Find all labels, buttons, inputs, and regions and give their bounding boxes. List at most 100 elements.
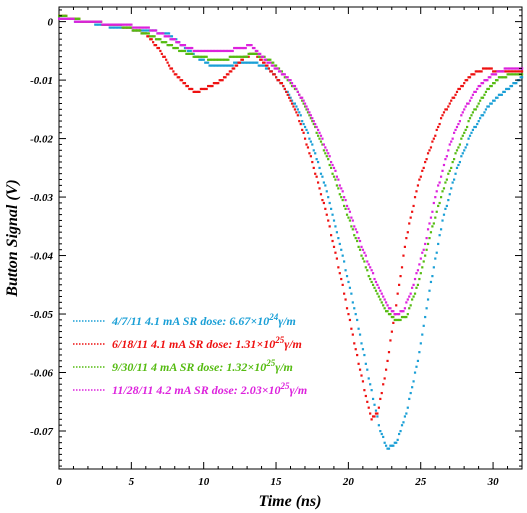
series-1-point: [402, 421, 405, 424]
series-1-point: [383, 441, 386, 444]
series-2-point: [411, 210, 414, 213]
series-2-point: [202, 87, 205, 91]
series-1-point: [108, 26, 111, 29]
series-1-point: [356, 318, 359, 322]
series-1-point: [380, 432, 383, 436]
series-4-point: [389, 307, 392, 310]
series-1-point: [338, 242, 341, 246]
series-2-point: [503, 70, 506, 73]
series-4-point: [437, 184, 440, 187]
series-2-point: [442, 111, 446, 114]
series-4-point: [332, 166, 336, 170]
series-3-point: [370, 280, 373, 284]
series-4-point: [403, 307, 406, 310]
series-2-point: [447, 105, 450, 108]
series-4-point: [153, 29, 156, 32]
series-3-point: [473, 108, 476, 111]
series-2-point: [228, 70, 231, 73]
series-4-point: [227, 49, 230, 53]
series-4-point: [476, 87, 479, 91]
series-2-point: [371, 415, 375, 418]
series-4-point: [221, 49, 224, 53]
series-2-point: [513, 70, 516, 73]
series-3-point: [480, 96, 483, 99]
series-1-point: [189, 49, 192, 53]
series-4-point: [121, 23, 124, 26]
series-4-point: [356, 231, 359, 234]
series-3-point: [319, 140, 323, 143]
series-2-point: [453, 96, 456, 99]
series-4-point: [183, 44, 187, 47]
series-3-point: [400, 315, 404, 319]
series-1-point: [221, 64, 224, 67]
series-3-point: [140, 32, 143, 35]
series-4-point: [238, 46, 242, 50]
series-4-point: [424, 242, 427, 246]
series-1-point: [411, 386, 414, 389]
series-4-point: [256, 49, 259, 53]
series-4-point: [379, 289, 382, 292]
series-2-point: [458, 87, 461, 91]
series-2-point: [303, 137, 307, 140]
series-1-point: [306, 131, 310, 134]
series-2-point: [308, 152, 311, 155]
series-1-point: [296, 108, 299, 111]
series-3-point: [444, 181, 447, 184]
y-tick-label: -0.03: [30, 192, 53, 204]
series-4-point: [505, 67, 508, 70]
legend-current: 4.2 mA: [155, 383, 191, 397]
legend-label: 11/28/11 4.2 mA SR dose: 2.03×1025γ/m: [112, 381, 307, 397]
series-3-point: [160, 41, 163, 44]
series-1-point: [316, 160, 320, 164]
series-2-point: [234, 64, 237, 67]
series-1-point: [114, 26, 117, 29]
series-1-point: [503, 90, 506, 93]
series-1-point: [506, 87, 509, 91]
series-2-point: [422, 166, 425, 170]
series-4-point: [152, 29, 155, 32]
series-1-point: [299, 114, 302, 117]
series-3-point: [256, 52, 259, 55]
series-3-point: [512, 73, 515, 76]
series-2-point: [479, 70, 482, 73]
series-2-point: [364, 394, 367, 398]
series-1-point: [211, 64, 214, 67]
series-4-point: [331, 163, 334, 167]
series-1-point: [439, 228, 443, 231]
series-2-point: [153, 44, 156, 47]
series-2-point: [493, 70, 496, 73]
series-3-point: [437, 204, 440, 208]
series-2-point: [377, 406, 380, 409]
legend-unit: γ/m: [275, 360, 293, 374]
series-3-point: [156, 38, 159, 41]
series-3-point: [477, 102, 480, 105]
series-4-point: [120, 23, 123, 26]
series-4-point: [293, 84, 297, 88]
series-3-point: [419, 272, 422, 275]
series-1-point: [422, 324, 425, 327]
series-3-point: [121, 26, 124, 29]
series-1-point: [494, 96, 498, 99]
series-3-point: [431, 225, 434, 228]
series-3-point: [73, 17, 77, 20]
series-2-point: [457, 87, 460, 91]
series-3-point: [413, 292, 417, 295]
series-2-point: [369, 412, 372, 415]
series-2-point: [256, 55, 259, 58]
series-3-point: [405, 315, 408, 319]
series-2-point: [477, 70, 480, 73]
series-2-point: [466, 79, 469, 82]
series-1-point: [217, 64, 220, 67]
series-2-point: [487, 67, 490, 70]
series-4-point: [84, 20, 87, 23]
series-4-point: [185, 46, 188, 50]
series-4-point: [175, 41, 178, 44]
series-1-point: [235, 61, 239, 64]
series-4-point: [110, 23, 113, 26]
series-4-point: [266, 61, 269, 64]
legend-unit: γ/m: [278, 314, 296, 328]
series-4-point: [393, 313, 396, 316]
series-3-point: [393, 318, 396, 322]
series-3-point: [358, 248, 362, 251]
series-3-point: [350, 225, 353, 228]
